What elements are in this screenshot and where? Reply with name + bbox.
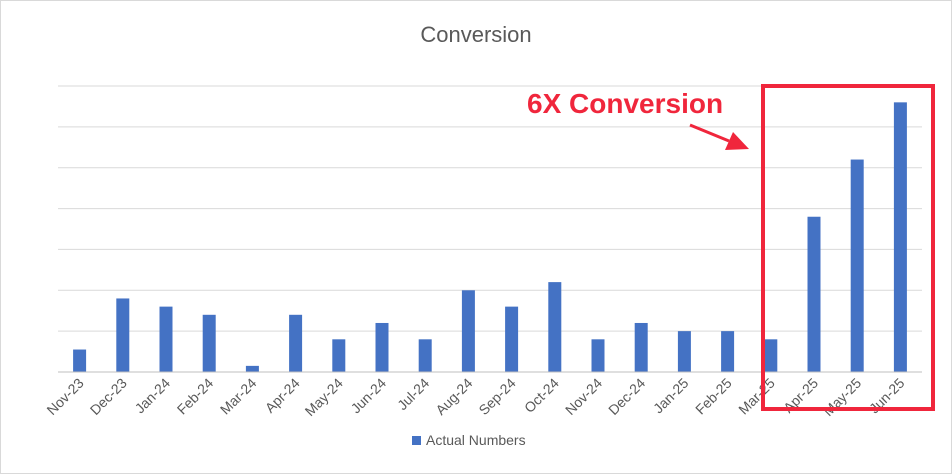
- x-tick-label: Jun-24: [348, 375, 390, 417]
- x-tick-label: Dec-24: [605, 375, 648, 418]
- x-tick-label: Nov-23: [43, 375, 86, 418]
- bar-jul-24: [418, 339, 432, 372]
- bar-sep-24: [505, 306, 519, 372]
- chart-title: Conversion: [420, 22, 531, 47]
- bar-apr-25: [807, 216, 821, 372]
- bar-dec-23: [116, 298, 130, 372]
- bar-aug-24: [461, 290, 475, 372]
- bar-jan-24: [159, 306, 173, 372]
- arrow-shaft: [689, 123, 730, 143]
- bar-jun-24: [375, 322, 389, 372]
- x-tick-label: Jan-25: [650, 375, 692, 417]
- arrow-head: [725, 132, 749, 150]
- bars: [73, 102, 907, 372]
- x-tick-label: Feb-25: [692, 375, 735, 418]
- bar-nov-24: [591, 339, 605, 372]
- bar-may-24: [332, 339, 346, 372]
- x-tick-label: Oct-24: [521, 375, 562, 416]
- x-tick-label: Mar-25: [735, 375, 778, 418]
- x-tick-label: Jul-24: [394, 375, 432, 413]
- x-tick-label: May-24: [302, 375, 346, 419]
- x-tick-label: Dec-23: [87, 375, 130, 418]
- bar-may-25: [850, 159, 864, 372]
- bar-jan-25: [677, 331, 691, 372]
- x-tick-label: Sep-24: [475, 375, 518, 418]
- x-tick-label: Feb-24: [174, 375, 217, 418]
- legend: Actual Numbers: [412, 432, 526, 448]
- callout-text: 6X Conversion: [527, 88, 723, 119]
- bar-mar-24: [245, 365, 259, 372]
- x-tick-label: Nov-24: [562, 375, 605, 418]
- x-tick-label: May-25: [820, 375, 864, 419]
- bar-jun-25: [893, 102, 907, 372]
- annotation: 6X Conversion: [527, 84, 935, 411]
- highlight-box: [761, 84, 935, 411]
- x-tick-label: Apr-24: [262, 375, 303, 416]
- x-tick-label: Mar-24: [217, 375, 260, 418]
- arrow-right-down-icon: [689, 123, 749, 150]
- x-tick-labels: Nov-23 Dec-23 Jan-24 Feb-24 Mar-24 Apr-24May-…: [43, 375, 907, 419]
- legend-swatch: [412, 436, 421, 445]
- bar-nov-23: [73, 349, 87, 372]
- bar-apr-24: [289, 314, 303, 372]
- x-tick-label: Aug-24: [432, 375, 475, 418]
- x-tick-label: Jan-24: [132, 375, 174, 417]
- bar-feb-25: [721, 331, 735, 372]
- bar-feb-24: [202, 314, 216, 372]
- bar-dec-24: [634, 322, 648, 372]
- bar-mar-25: [764, 339, 778, 372]
- bar-oct-24: [548, 282, 562, 372]
- gridlines: [58, 85, 922, 332]
- legend-label: Actual Numbers: [426, 432, 526, 448]
